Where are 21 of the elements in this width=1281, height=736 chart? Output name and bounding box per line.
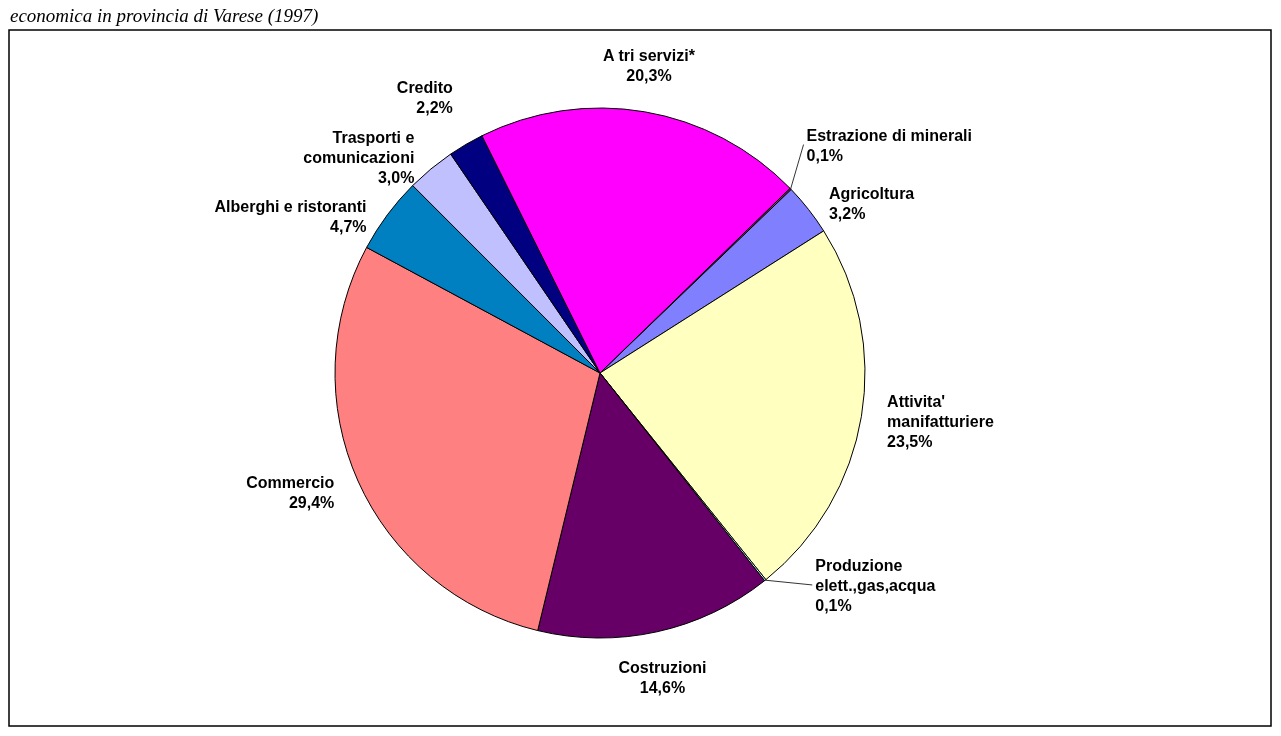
- slice-label: Alberghi e ristoranti: [214, 197, 367, 215]
- data-label: 4,7%: [330, 217, 367, 235]
- data-label: 0,1%: [806, 146, 844, 164]
- slice-label: Agricoltura: [828, 184, 915, 202]
- data-label: 23,5%: [887, 432, 933, 450]
- data-label: 29,4%: [288, 493, 335, 511]
- slice-label: Credito: [396, 79, 454, 97]
- slice-label: Produzione elett.,gas,acqua: [815, 556, 936, 594]
- slice-label: Costruzioni: [618, 659, 707, 677]
- data-label: 20,3%: [626, 66, 672, 84]
- data-label: 3,0%: [377, 169, 415, 187]
- data-label: 14,6%: [639, 679, 686, 697]
- slice-label: A tri servizi*: [602, 46, 696, 64]
- slice-label: Trasporti e comunicazioni: [303, 129, 415, 167]
- slice-label: Attivita' manifatturiere: [887, 392, 994, 430]
- data-label: 0,1%: [815, 596, 852, 614]
- chart-title: economica in provincia di Varese (1997): [10, 5, 319, 27]
- slice-label: Estrazione di minerali: [806, 126, 972, 144]
- data-label: 3,2%: [828, 204, 866, 222]
- data-label: 2,2%: [416, 99, 453, 117]
- slice-label: Commercio: [246, 473, 335, 491]
